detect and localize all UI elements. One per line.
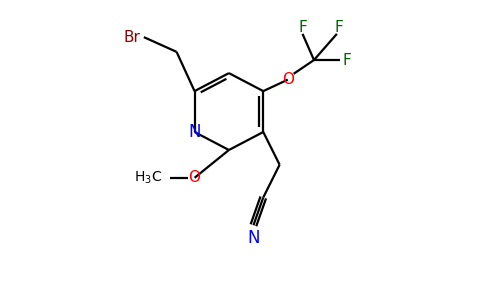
Text: F: F <box>334 20 343 35</box>
Text: Br: Br <box>124 30 140 45</box>
Text: F: F <box>343 52 352 68</box>
Text: O: O <box>282 72 294 87</box>
Text: F: F <box>298 20 307 35</box>
Text: N: N <box>247 229 260 247</box>
Text: O: O <box>189 170 200 185</box>
Text: N: N <box>188 123 201 141</box>
Text: H$_3$C: H$_3$C <box>134 169 162 186</box>
